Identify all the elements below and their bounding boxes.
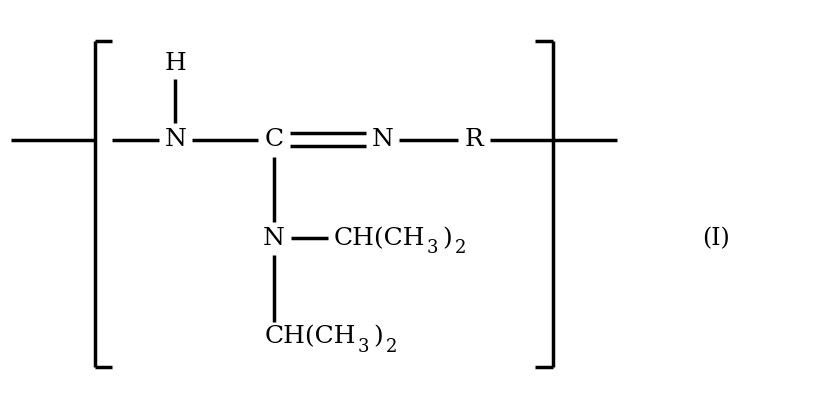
Text: CH(CH: CH(CH bbox=[332, 227, 424, 250]
Text: N: N bbox=[165, 128, 186, 151]
Text: ): ) bbox=[373, 325, 382, 349]
Text: ): ) bbox=[442, 227, 452, 250]
Text: N: N bbox=[263, 227, 284, 250]
Text: CH(CH: CH(CH bbox=[264, 325, 356, 349]
Text: 3: 3 bbox=[357, 338, 368, 356]
Text: H: H bbox=[165, 52, 186, 75]
Text: N: N bbox=[371, 128, 393, 151]
Text: C: C bbox=[264, 128, 283, 151]
Text: R: R bbox=[464, 128, 483, 151]
Text: 2: 2 bbox=[455, 239, 466, 257]
Text: 2: 2 bbox=[385, 338, 397, 356]
Text: 3: 3 bbox=[426, 239, 437, 257]
Text: (I): (I) bbox=[701, 227, 729, 250]
